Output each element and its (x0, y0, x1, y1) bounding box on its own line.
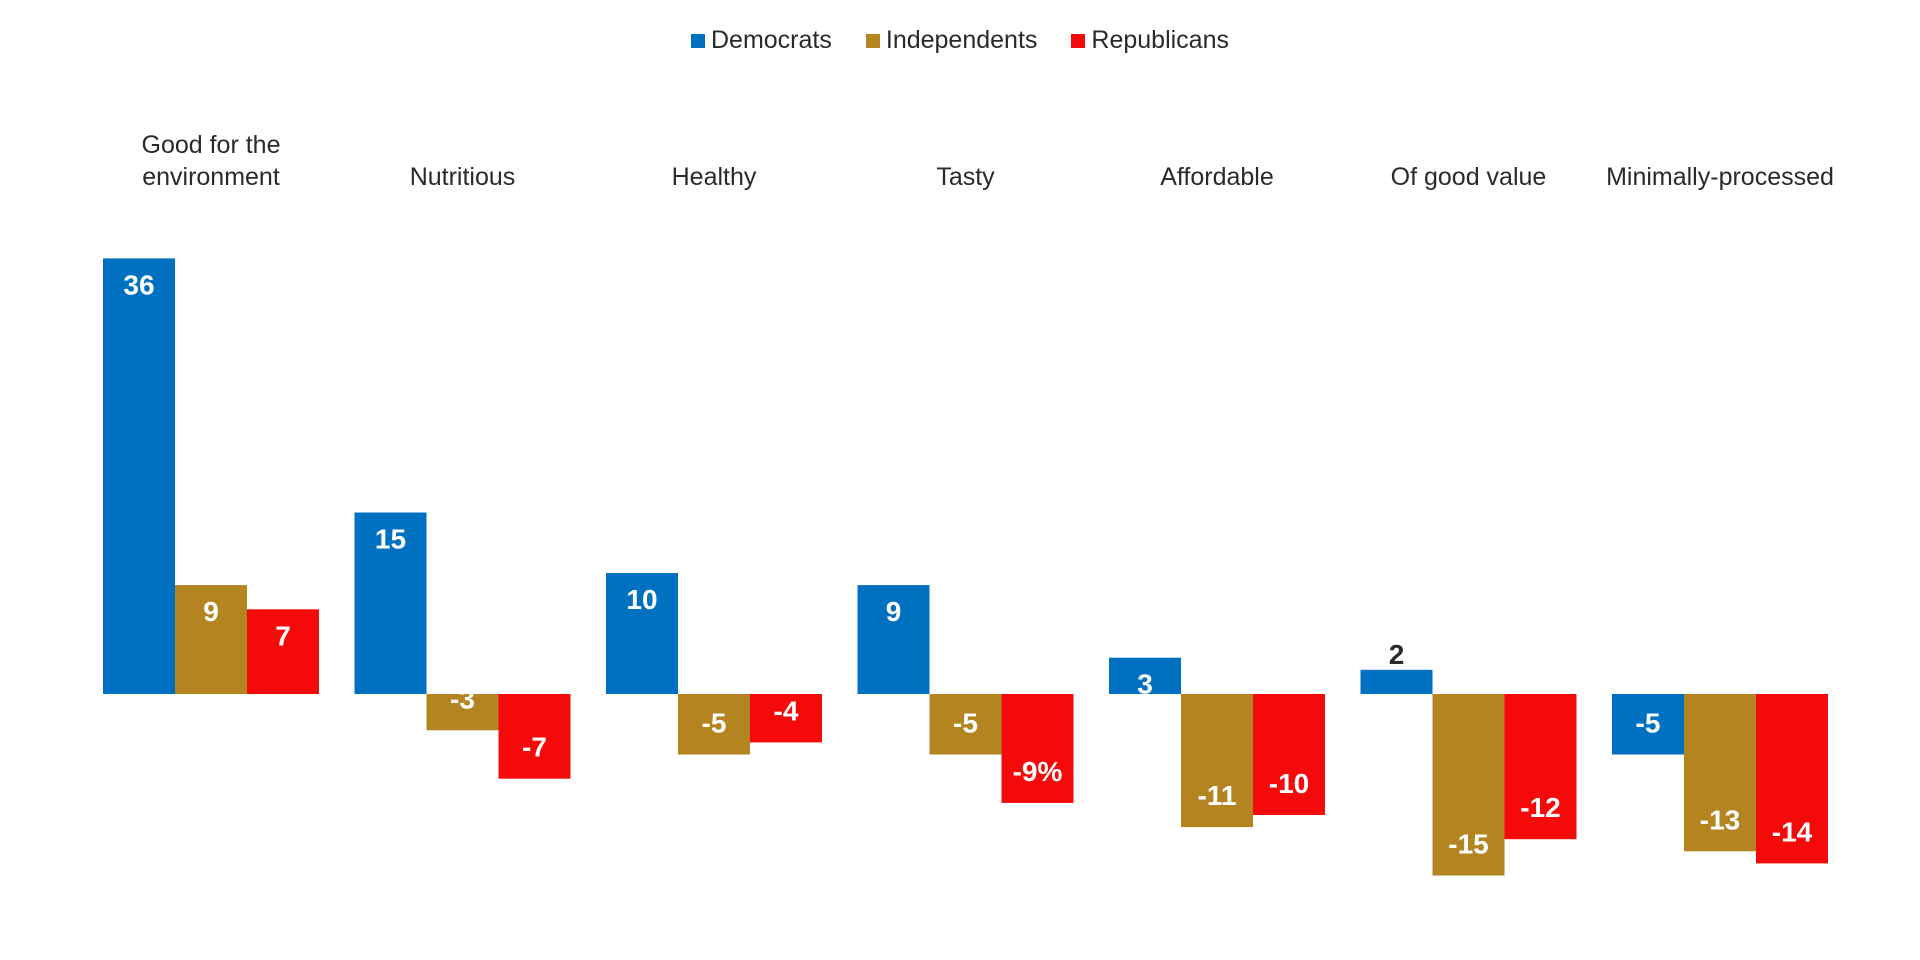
category-label: Tasty (936, 163, 995, 191)
category-label-line: Good for the (142, 131, 281, 159)
data-label: -5 (953, 708, 978, 739)
legend-label: Independents (885, 26, 1038, 54)
data-label: -14 (1772, 816, 1813, 847)
data-label: -3 (450, 683, 475, 714)
legend-item: Republicans (1071, 26, 1229, 55)
category-label-line: environment (142, 163, 280, 191)
category-label: Of good value (1391, 163, 1547, 191)
data-label: -9% (1013, 756, 1063, 787)
category-label-line: Minimally-processed (1606, 163, 1834, 191)
data-label: 9 (886, 596, 902, 627)
category-label: Affordable (1160, 163, 1274, 191)
bar (247, 609, 319, 694)
bar (1504, 694, 1577, 840)
category-label-line: Affordable (1160, 163, 1274, 191)
bar (498, 694, 571, 779)
legend-swatch (865, 33, 880, 48)
data-label: 15 (375, 524, 406, 555)
bar (1253, 694, 1325, 815)
data-label: -15 (1448, 829, 1488, 860)
data-label: -12 (1520, 792, 1560, 823)
data-label: -11 (1198, 780, 1237, 811)
legend-label: Democrats (711, 26, 832, 54)
bar (1612, 694, 1684, 755)
data-label: 2 (1389, 639, 1405, 670)
category-label-line: Nutritious (410, 163, 516, 191)
legend-item: Independents (865, 26, 1038, 55)
data-label: 7 (275, 620, 291, 651)
bar (1001, 694, 1074, 803)
bar (929, 694, 1002, 755)
category-label: Nutritious (410, 163, 516, 191)
data-label: -4 (774, 695, 799, 726)
data-label: -5 (702, 708, 727, 739)
chart-legend: Democrats Independents Republicans (0, 26, 1920, 55)
data-label: 3 (1137, 669, 1153, 700)
category-label: Good for the environment (142, 131, 281, 191)
category-label: Minimally-processed (1606, 163, 1834, 191)
data-label: 10 (626, 584, 657, 615)
bar (103, 258, 175, 694)
bar (354, 512, 427, 694)
data-label: -10 (1269, 768, 1309, 799)
data-label: 36 (123, 269, 154, 300)
legend-swatch (1071, 33, 1086, 48)
legend-label: Republicans (1091, 26, 1229, 54)
data-label: -5 (1636, 708, 1661, 739)
data-label: -13 (1700, 804, 1740, 835)
bar (750, 694, 822, 743)
category-label-line: Tasty (936, 163, 995, 191)
bar (1181, 694, 1253, 828)
category-label-line: Healthy (672, 163, 757, 191)
category-label-line: Of good value (1391, 163, 1547, 191)
data-label: -7 (522, 732, 547, 763)
bar (426, 694, 499, 731)
bar (606, 573, 678, 694)
legend-swatch (691, 33, 705, 48)
category-label: Healthy (672, 163, 757, 191)
bar (678, 694, 750, 755)
data-label: 9 (203, 596, 219, 627)
bar (1756, 694, 1828, 864)
bar (175, 585, 247, 694)
bar (1432, 694, 1505, 876)
bar (1684, 694, 1756, 852)
bar (857, 585, 930, 694)
bar (1109, 657, 1181, 694)
legend-item: Democrats (691, 26, 832, 55)
bar (1360, 669, 1433, 694)
